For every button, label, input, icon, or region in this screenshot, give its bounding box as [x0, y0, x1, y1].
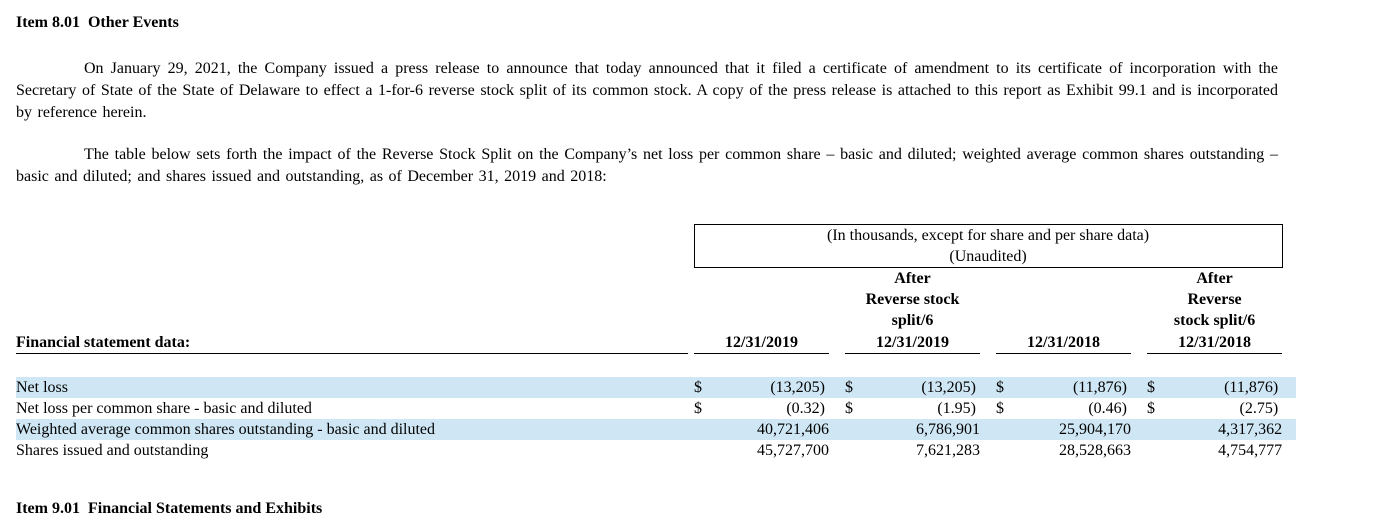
row-label-header: Financial statement data: [16, 331, 688, 354]
cell-value: 45,727,700 [757, 442, 829, 459]
cell-value: 28,528,663 [1059, 442, 1131, 459]
table-note-row: (In thousands, except for share and per … [16, 224, 1296, 268]
table-row-shares-issued: Shares issued and outstanding 45,727,700… [16, 440, 1296, 461]
table-date-header-row: Financial statement data: 12/31/2019 12/… [16, 331, 1296, 354]
cell-value: 7,621,283 [916, 442, 980, 459]
row-label: Net loss per common share - basic and di… [16, 400, 312, 417]
currency-symbol: $ [996, 400, 1004, 417]
cell-value: (0.46) [1088, 400, 1127, 417]
row-label: Weighted average common shares outstandi… [16, 419, 688, 440]
table-superheader-row: After Reverse stock split/6 After Revers… [16, 268, 1296, 332]
header-date-12-31-2019: 12/31/2019 [694, 331, 829, 354]
currency-symbol [996, 419, 1016, 440]
currency-symbol: $ [694, 377, 714, 398]
table-row-net-loss-per-share: Net loss per common share - basic and di… [16, 398, 1296, 419]
table-spacer-row [16, 353, 1296, 377]
table-row-net-loss: Net loss $ (13,205) $ (13,205) $ (11,876… [16, 377, 1297, 398]
table-note-box: (In thousands, except for share and per … [693, 224, 1283, 268]
cell-value: (0.32) [786, 400, 825, 417]
currency-symbol [845, 440, 865, 461]
section-heading-8-01: Item 8.01 Other Events [16, 14, 179, 31]
section-heading-9-01: Item 9.01 Financial Statements and Exhib… [16, 500, 323, 517]
paragraph-press-release: On January 29, 2021, the Company issued … [16, 60, 1278, 121]
row-label: Shares issued and outstanding [16, 442, 209, 459]
financial-statement-table: (In thousands, except for share and per … [16, 224, 1297, 461]
table-row-weighted-average-shares: Weighted average common shares outstandi… [16, 419, 1297, 440]
header-date-12-31-2018: 12/31/2018 [996, 331, 1131, 354]
currency-symbol [996, 440, 1016, 461]
cell-value: (2.75) [1239, 400, 1279, 417]
cell-value: (11,876) [1016, 377, 1131, 398]
cell-value: (1.95) [937, 400, 976, 417]
currency-symbol [845, 419, 865, 440]
header-after-split-2018: After Reverse stock split/6 [1173, 270, 1256, 329]
header-after-split-2019: After Reverse stock split/6 [865, 270, 960, 329]
currency-symbol [694, 419, 714, 440]
header-date-split-12-31-2018: 12/31/2018 [1147, 331, 1283, 354]
currency-symbol [694, 440, 714, 461]
cell-value: 4,754,777 [1218, 442, 1283, 459]
cell-value: 40,721,406 [714, 419, 829, 440]
currency-symbol: $ [1147, 400, 1155, 417]
cell-value: 4,317,362 [1167, 419, 1283, 440]
currency-symbol [1147, 440, 1167, 461]
cell-value: (13,205) [714, 377, 829, 398]
currency-symbol: $ [996, 377, 1016, 398]
cell-value: 25,904,170 [1016, 419, 1131, 440]
cell-value: (11,876) [1167, 377, 1283, 398]
currency-symbol [1147, 419, 1167, 440]
table-note-line-1: (In thousands, except for share and per … [827, 227, 1150, 244]
currency-symbol: $ [845, 400, 853, 417]
paragraph-table-intro: The table below sets forth the impact of… [16, 146, 1278, 185]
cell-value: (13,205) [865, 377, 980, 398]
cell-value: 6,786,901 [865, 419, 980, 440]
currency-symbol: $ [1147, 377, 1167, 398]
currency-symbol: $ [694, 400, 702, 417]
currency-symbol: $ [845, 377, 865, 398]
row-label: Net loss [16, 377, 688, 398]
header-date-split-12-31-2019: 12/31/2019 [845, 331, 980, 354]
table-note-line-2: (Unaudited) [949, 248, 1027, 265]
